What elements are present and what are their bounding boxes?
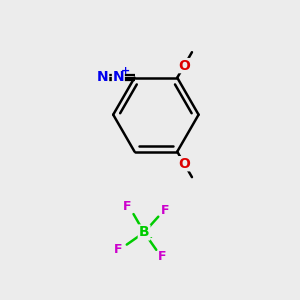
Text: −: − bbox=[145, 233, 153, 243]
Text: O: O bbox=[178, 58, 190, 73]
Text: F: F bbox=[161, 204, 170, 217]
Text: N: N bbox=[112, 70, 124, 84]
Text: N: N bbox=[97, 70, 109, 84]
Text: O: O bbox=[178, 157, 190, 171]
Text: F: F bbox=[114, 243, 122, 256]
Text: +: + bbox=[121, 66, 130, 76]
Text: F: F bbox=[123, 200, 131, 213]
Text: B: B bbox=[139, 225, 149, 239]
Text: F: F bbox=[158, 250, 167, 263]
